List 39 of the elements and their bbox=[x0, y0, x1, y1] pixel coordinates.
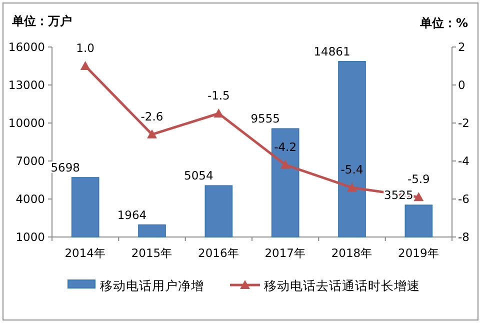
data-label: 5054 bbox=[184, 168, 214, 183]
y-tick-label: 1000 bbox=[16, 230, 45, 244]
y-tick-label: 16000 bbox=[8, 40, 45, 54]
y-axis-title: 单位：万户 bbox=[11, 14, 72, 28]
y2-tick-label: 0 bbox=[458, 78, 466, 92]
x-tick-label: 2019年 bbox=[398, 246, 440, 260]
data-label: 1964 bbox=[117, 208, 147, 222]
y-tick-label: 7000 bbox=[16, 154, 45, 168]
y2-axis-title: 单位：% bbox=[418, 16, 468, 30]
y2-tick-label: -6 bbox=[458, 192, 470, 206]
data-label: 14861 bbox=[314, 44, 350, 58]
data-label: -5.9 bbox=[407, 172, 430, 186]
y2-tick-label: -4 bbox=[458, 154, 470, 168]
y2-tick-label: -2 bbox=[458, 116, 470, 130]
point bbox=[147, 129, 157, 138]
y-tick-label: 10000 bbox=[8, 116, 45, 130]
point bbox=[214, 108, 224, 118]
legend-label: 移动电话用户净增 bbox=[100, 278, 204, 293]
point bbox=[280, 160, 290, 169]
y2-tick-label: 2 bbox=[458, 40, 466, 54]
y-tick-label: 13000 bbox=[8, 78, 45, 92]
data-label: 1.0 bbox=[76, 41, 94, 55]
x-tick-label: 2017年 bbox=[264, 246, 306, 260]
legend-label: 移动电话去话通话时长增速 bbox=[264, 278, 420, 293]
data-label: -2.6 bbox=[140, 109, 164, 124]
data-label: -1.5 bbox=[207, 88, 230, 102]
point bbox=[80, 61, 90, 70]
data-label: -5.4 bbox=[340, 162, 364, 177]
point bbox=[414, 192, 424, 202]
x-tick-label: 2016年 bbox=[198, 246, 240, 260]
point bbox=[347, 182, 357, 192]
x-tick-label: 2015年 bbox=[131, 246, 173, 260]
data-label: -4.2 bbox=[274, 140, 297, 154]
data-label: 5698 bbox=[50, 160, 80, 174]
y2-tick-label: -8 bbox=[458, 230, 470, 244]
y-tick-label: 4000 bbox=[16, 192, 45, 206]
x-tick-label: 2018年 bbox=[331, 246, 373, 260]
data-label: 9555 bbox=[250, 112, 280, 126]
x-tick-label: 2014年 bbox=[64, 246, 106, 260]
